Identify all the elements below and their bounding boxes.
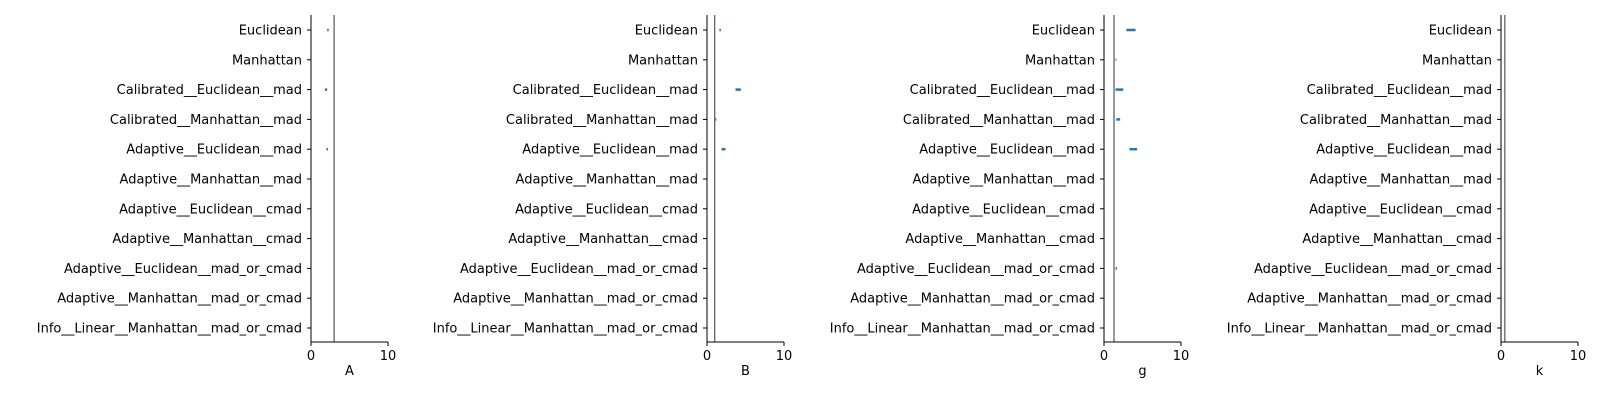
panel-3: Euclidean Manhattan Calibrated__Euclidean_… bbox=[830, 15, 1190, 379]
x-tick-label: 0 bbox=[703, 349, 711, 364]
y-tick-label: Euclidean bbox=[1429, 24, 1492, 39]
y-tick-label: Adaptive__Manhattan__mad bbox=[516, 173, 698, 188]
y-tick-label: Euclidean bbox=[635, 24, 698, 39]
y-tick-label: Adaptive__Manhattan__mad bbox=[120, 173, 302, 188]
y-tick-label: Calibrated__Manhattan__mad bbox=[506, 113, 698, 128]
y-tick-label: Calibrated__Euclidean__mad bbox=[117, 83, 302, 98]
y-tick-label: Info__Linear__Manhattan__mad_or_cmad bbox=[37, 322, 302, 337]
y-tick-label: Adaptive__Manhattan__mad_or_cmad bbox=[1247, 292, 1492, 307]
y-tick-label: Euclidean bbox=[239, 24, 302, 39]
y-tick-label: Adaptive__Euclidean__mad_or_cmad bbox=[1254, 262, 1492, 277]
y-tick-label: Adaptive__Manhattan__cmad bbox=[905, 232, 1095, 247]
y-tick-label: Info__Linear__Manhattan__mad_or_cmad bbox=[830, 322, 1095, 337]
y-tick-label: Adaptive__Euclidean__cmad bbox=[912, 202, 1095, 217]
panel-2: Euclidean Manhattan Calibrated__Euclidean_… bbox=[433, 15, 793, 379]
y-tick-label: Adaptive__Euclidean__mad bbox=[1316, 143, 1492, 158]
y-tick-label: Manhattan bbox=[1422, 53, 1492, 68]
y-tick-label: Adaptive__Manhattan__mad_or_cmad bbox=[850, 292, 1095, 307]
y-tick-label: Manhattan bbox=[232, 53, 302, 68]
x-axis-label: B bbox=[741, 364, 750, 379]
x-tick-label: 10 bbox=[776, 349, 793, 364]
y-tick-label: Euclidean bbox=[1032, 24, 1095, 39]
y-tick-label: Adaptive__Euclidean__cmad bbox=[515, 202, 698, 217]
y-tick-label: Adaptive__Euclidean__mad_or_cmad bbox=[64, 262, 302, 277]
y-tick-label: Adaptive__Manhattan__mad_or_cmad bbox=[453, 292, 698, 307]
y-tick-label: Adaptive__Manhattan__cmad bbox=[1302, 232, 1492, 247]
y-tick-label: Adaptive__Euclidean__cmad bbox=[1309, 202, 1492, 217]
y-tick-label: Info__Linear__Manhattan__mad_or_cmad bbox=[433, 322, 698, 337]
panel-1: Euclidean Manhattan Calibrated__Euclidean_… bbox=[37, 15, 397, 379]
y-tick-label: Adaptive__Euclidean__mad_or_cmad bbox=[857, 262, 1095, 277]
y-tick-label: Adaptive__Manhattan__cmad bbox=[508, 232, 698, 247]
x-axis-label: g bbox=[1138, 364, 1146, 379]
x-axis-label: k bbox=[1536, 364, 1544, 379]
x-tick-label: 0 bbox=[1100, 349, 1108, 364]
y-tick-label: Calibrated__Euclidean__mad bbox=[1307, 83, 1492, 98]
x-tick-label: 10 bbox=[1173, 349, 1190, 364]
y-tick-label: Manhattan bbox=[1025, 53, 1095, 68]
y-tick-label: Calibrated__Manhattan__mad bbox=[1300, 113, 1492, 128]
y-tick-label: Adaptive__Manhattan__mad_or_cmad bbox=[57, 292, 302, 307]
x-tick-label: 10 bbox=[380, 349, 397, 364]
y-tick-label: Adaptive__Euclidean__mad bbox=[522, 143, 698, 158]
y-tick-label: Adaptive__Euclidean__mad bbox=[919, 143, 1095, 158]
x-tick-label: 0 bbox=[1497, 349, 1505, 364]
y-tick-label: Adaptive__Euclidean__mad_or_cmad bbox=[460, 262, 698, 277]
y-tick-label: Adaptive__Euclidean__mad bbox=[126, 143, 302, 158]
y-tick-label: Calibrated__Manhattan__mad bbox=[903, 113, 1095, 128]
y-tick-label: Adaptive__Manhattan__mad bbox=[1310, 173, 1492, 188]
x-axis-label: A bbox=[345, 364, 354, 379]
y-tick-label: Adaptive__Euclidean__cmad bbox=[119, 202, 302, 217]
x-tick-label: 0 bbox=[307, 349, 315, 364]
y-tick-label: Manhattan bbox=[628, 53, 698, 68]
panel-4: Euclidean Manhattan Calibrated__Euclidean_… bbox=[1227, 15, 1587, 379]
y-tick-label: Adaptive__Manhattan__cmad bbox=[112, 232, 302, 247]
x-tick-label: 10 bbox=[1570, 349, 1587, 364]
y-tick-label: Calibrated__Euclidean__mad bbox=[513, 83, 698, 98]
y-tick-label: Calibrated__Manhattan__mad bbox=[110, 113, 302, 128]
y-tick-label: Calibrated__Euclidean__mad bbox=[910, 83, 1095, 98]
y-tick-label: Info__Linear__Manhattan__mad_or_cmad bbox=[1227, 322, 1492, 337]
y-tick-label: Adaptive__Manhattan__mad bbox=[913, 173, 1095, 188]
